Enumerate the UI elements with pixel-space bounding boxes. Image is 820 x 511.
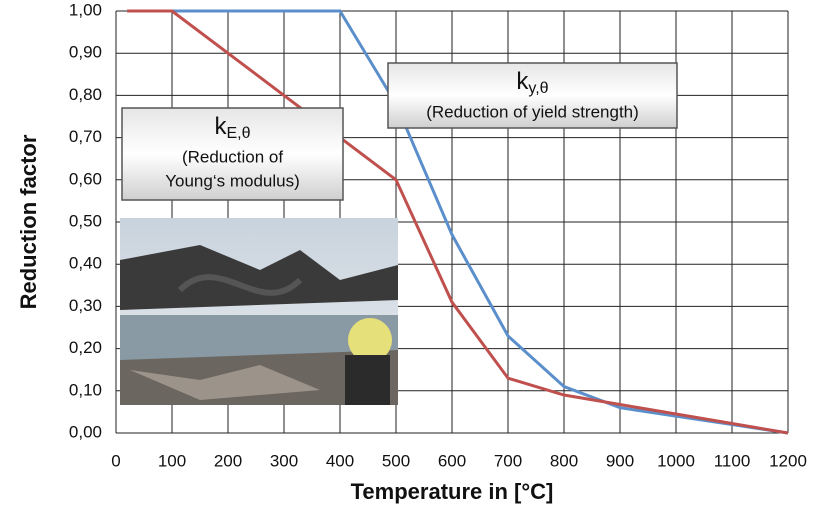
- x-tick-label: 200: [214, 451, 242, 470]
- x-tick-label: 1000: [657, 451, 695, 470]
- y-tick-label: 0,50: [69, 211, 102, 230]
- series-line: [127, 9, 789, 435]
- annotation-box: [387, 62, 678, 129]
- y-axis-label: Reduction factor: [16, 134, 41, 309]
- annotation-box: [121, 107, 344, 201]
- x-tick-label: 700: [494, 451, 522, 470]
- y-tick-label: 0,40: [69, 254, 102, 273]
- annotation-text: (Reduction of yield strength): [426, 102, 639, 121]
- x-tick-label: 0: [111, 451, 120, 470]
- x-tick-label: 500: [382, 451, 410, 470]
- symbol: k: [214, 113, 227, 140]
- x-tick-label: 900: [606, 451, 634, 470]
- x-tick-label: 400: [326, 451, 354, 470]
- x-tick-label: 1100: [714, 451, 751, 470]
- x-tick-label: 100: [158, 451, 186, 470]
- annotation-text: (Reduction of: [182, 147, 283, 166]
- y-tick-label: 0,20: [69, 338, 102, 357]
- y-tick-label: 0,30: [69, 296, 102, 315]
- y-tick-label: 0,10: [69, 380, 102, 399]
- y-tick-label: 0,90: [69, 43, 102, 62]
- symbol: k: [516, 68, 529, 95]
- subscript: E,θ: [226, 125, 250, 142]
- x-tick-label: 600: [438, 451, 466, 470]
- series-line: [127, 9, 789, 435]
- y-tick-label: 0,80: [69, 85, 102, 104]
- y-tick-label: 0,60: [69, 169, 102, 188]
- x-tick-label: 800: [550, 451, 578, 470]
- y-tick-label: 0,70: [69, 127, 102, 146]
- x-axis-label: Temperature in [°C]: [351, 479, 554, 504]
- x-tick-label: 300: [270, 451, 298, 470]
- subscript: y,θ: [528, 80, 548, 97]
- x-tick-label: 1200: [769, 451, 807, 470]
- annotation-symbol: ky,θ: [516, 68, 548, 97]
- annotation-symbol: kE,θ: [214, 113, 250, 142]
- y-tick-label: 0,00: [69, 422, 102, 441]
- annotation-text: Young‘s modulus): [165, 171, 300, 190]
- photo: [120, 218, 398, 405]
- y-tick-label: 1,00: [69, 0, 102, 19]
